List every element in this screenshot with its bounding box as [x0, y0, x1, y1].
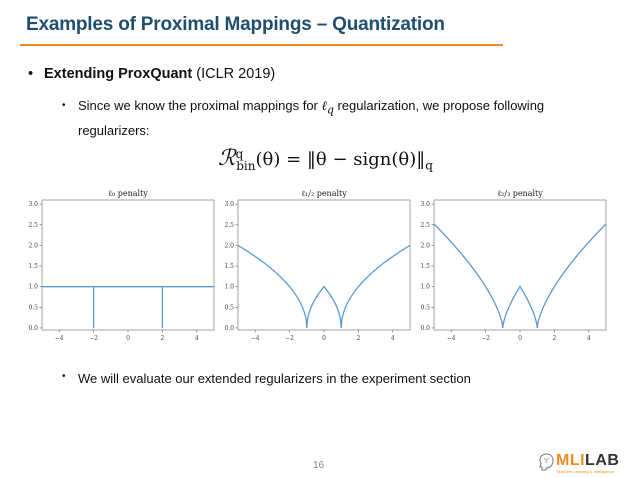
x-tick-label: 4 — [587, 335, 591, 342]
y-tick-label: 1.0 — [420, 284, 430, 291]
formula-norm-sub: q — [425, 158, 433, 173]
bullet-icon: • — [28, 66, 34, 82]
formula-R: ℛ — [218, 146, 236, 171]
y-tick-label: 1.5 — [28, 263, 38, 270]
slide-title: Examples of Proximal Mappings – Quantiza… — [26, 14, 445, 35]
x-tick-label: −4 — [447, 335, 456, 342]
logo-lab: LAB — [585, 452, 620, 469]
chart-line — [237, 244, 411, 328]
y-tick-label: 3.0 — [224, 201, 234, 208]
x-tick-label: −2 — [285, 335, 294, 342]
y-tick-label: 0.0 — [420, 325, 430, 332]
y-tick-label: 2.5 — [224, 222, 234, 229]
y-tick-label: 3.0 — [420, 201, 430, 208]
ell-q-symbol: ℓq — [321, 99, 334, 117]
chart-l0-penalty: ℓ₀ penalty −4 −2 0 2 4 0.0 0.5 1.0 1.5 2.0 2.5 3.0 — [18, 186, 216, 351]
y-tick-label: 1.0 — [28, 284, 38, 291]
y-tick-label: 0.0 — [28, 325, 38, 332]
ell-glyph: ℓ — [321, 99, 327, 114]
ell-subscript: q — [326, 103, 334, 117]
x-tick-label: 4 — [391, 335, 395, 342]
y-tick-label: 0.5 — [420, 304, 430, 311]
x-tick-label: 4 — [195, 335, 199, 342]
brain-head-icon — [539, 453, 554, 471]
title-underline — [20, 44, 503, 46]
y-tick-label: 2.0 — [28, 242, 38, 249]
y-tick-label: 0.5 — [28, 304, 38, 311]
y-tick-label: 3.0 — [28, 201, 38, 208]
bullet-text: We will evaluate our extended regularize… — [78, 371, 471, 386]
x-tick-label: −4 — [251, 335, 260, 342]
y-tick-label: 2.5 — [28, 222, 38, 229]
x-tick-label: 0 — [126, 335, 130, 342]
chart-l1-2-penalty: ℓ₁/₂ penalty −4 −2 0 2 4 0.0 0.5 1.0 1.5 2.0 2.5 3.0 — [214, 186, 412, 351]
chart-line — [42, 286, 214, 328]
chart-title: ℓ₁/₂ penalty — [301, 189, 347, 198]
y-tick-label: 1.0 — [224, 284, 234, 291]
y-tick-label: 2.0 — [224, 242, 234, 249]
chart-title: ℓ₂/₃ penalty — [497, 189, 543, 198]
formula-sup: q — [235, 147, 244, 161]
mlilab-logo: MLILAB Machine Learning & Intelligence — [538, 452, 628, 474]
chart-svg: ℓ₁/₂ penalty −4 −2 0 2 4 0.0 0.5 1.0 1.5 2.0 2.5 3.0 — [224, 189, 411, 342]
x-tick-label: −2 — [89, 335, 98, 342]
chart-title: ℓ₀ penalty — [108, 189, 148, 198]
bullet-rest-text: (ICLR 2019) — [192, 66, 276, 82]
chart-l2-3-penalty: ℓ₂/₃ penalty −4 −2 0 2 4 0.0 0.5 1.0 1.5 2.0 2.5 3.0 — [410, 186, 608, 351]
bullet-text-pre: Since we know the proximal mappings for — [78, 98, 322, 113]
logo-tagline: Machine Learning & Intelligence — [557, 469, 614, 474]
chart-svg: ℓ₀ penalty −4 −2 0 2 4 0.0 0.5 1.0 1.5 2.0 2.5 3.0 — [28, 189, 215, 342]
x-tick-label: 0 — [518, 335, 522, 342]
bullet-text-post: regularization, we propose following reg… — [78, 98, 545, 138]
x-tick-label: −4 — [55, 335, 64, 342]
formula-body: (θ) = ‖θ − sign(θ)‖ — [255, 149, 426, 170]
logo-mli: MLI — [556, 452, 586, 469]
x-tick-label: 2 — [552, 335, 556, 342]
bullet-icon: • — [62, 100, 66, 111]
y-tick-label: 0.0 — [224, 325, 234, 332]
formula-sub: bin — [236, 158, 256, 173]
y-tick-label: 0.5 — [224, 304, 234, 311]
y-tick-label: 2.0 — [420, 242, 430, 249]
x-tick-label: 2 — [356, 335, 360, 342]
page-number: 16 — [313, 460, 325, 471]
regularizer-formula: ℛqbin(θ) = ‖θ − sign(θ)‖q — [218, 146, 433, 173]
x-tick-label: 2 — [160, 335, 164, 342]
bullet-icon: • — [62, 371, 66, 382]
x-tick-label: 0 — [322, 335, 326, 342]
y-tick-label: 1.5 — [420, 263, 430, 270]
bullet-bold-text: Extending ProxQuant — [44, 66, 193, 82]
x-tick-label: −2 — [481, 335, 490, 342]
chart-line — [433, 223, 607, 329]
chart-svg: ℓ₂/₃ penalty −4 −2 0 2 4 0.0 0.5 1.0 1.5 2.0 2.5 3.0 — [420, 189, 607, 342]
y-tick-label: 1.5 — [224, 263, 234, 270]
y-tick-label: 2.5 — [420, 222, 430, 229]
